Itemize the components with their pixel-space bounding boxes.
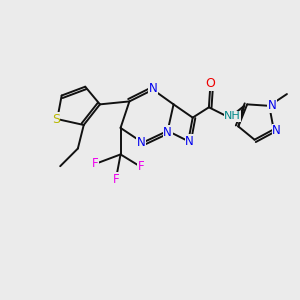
Text: N: N <box>163 126 172 139</box>
Text: N: N <box>272 124 281 137</box>
Text: N: N <box>268 99 277 112</box>
Text: S: S <box>52 112 60 126</box>
Text: F: F <box>113 173 119 186</box>
Text: N: N <box>137 136 146 149</box>
Text: F: F <box>138 160 145 173</box>
Text: F: F <box>92 157 99 170</box>
Text: NH: NH <box>224 111 241 121</box>
Text: N: N <box>148 82 157 95</box>
Text: N: N <box>185 135 194 148</box>
Text: O: O <box>206 77 215 90</box>
